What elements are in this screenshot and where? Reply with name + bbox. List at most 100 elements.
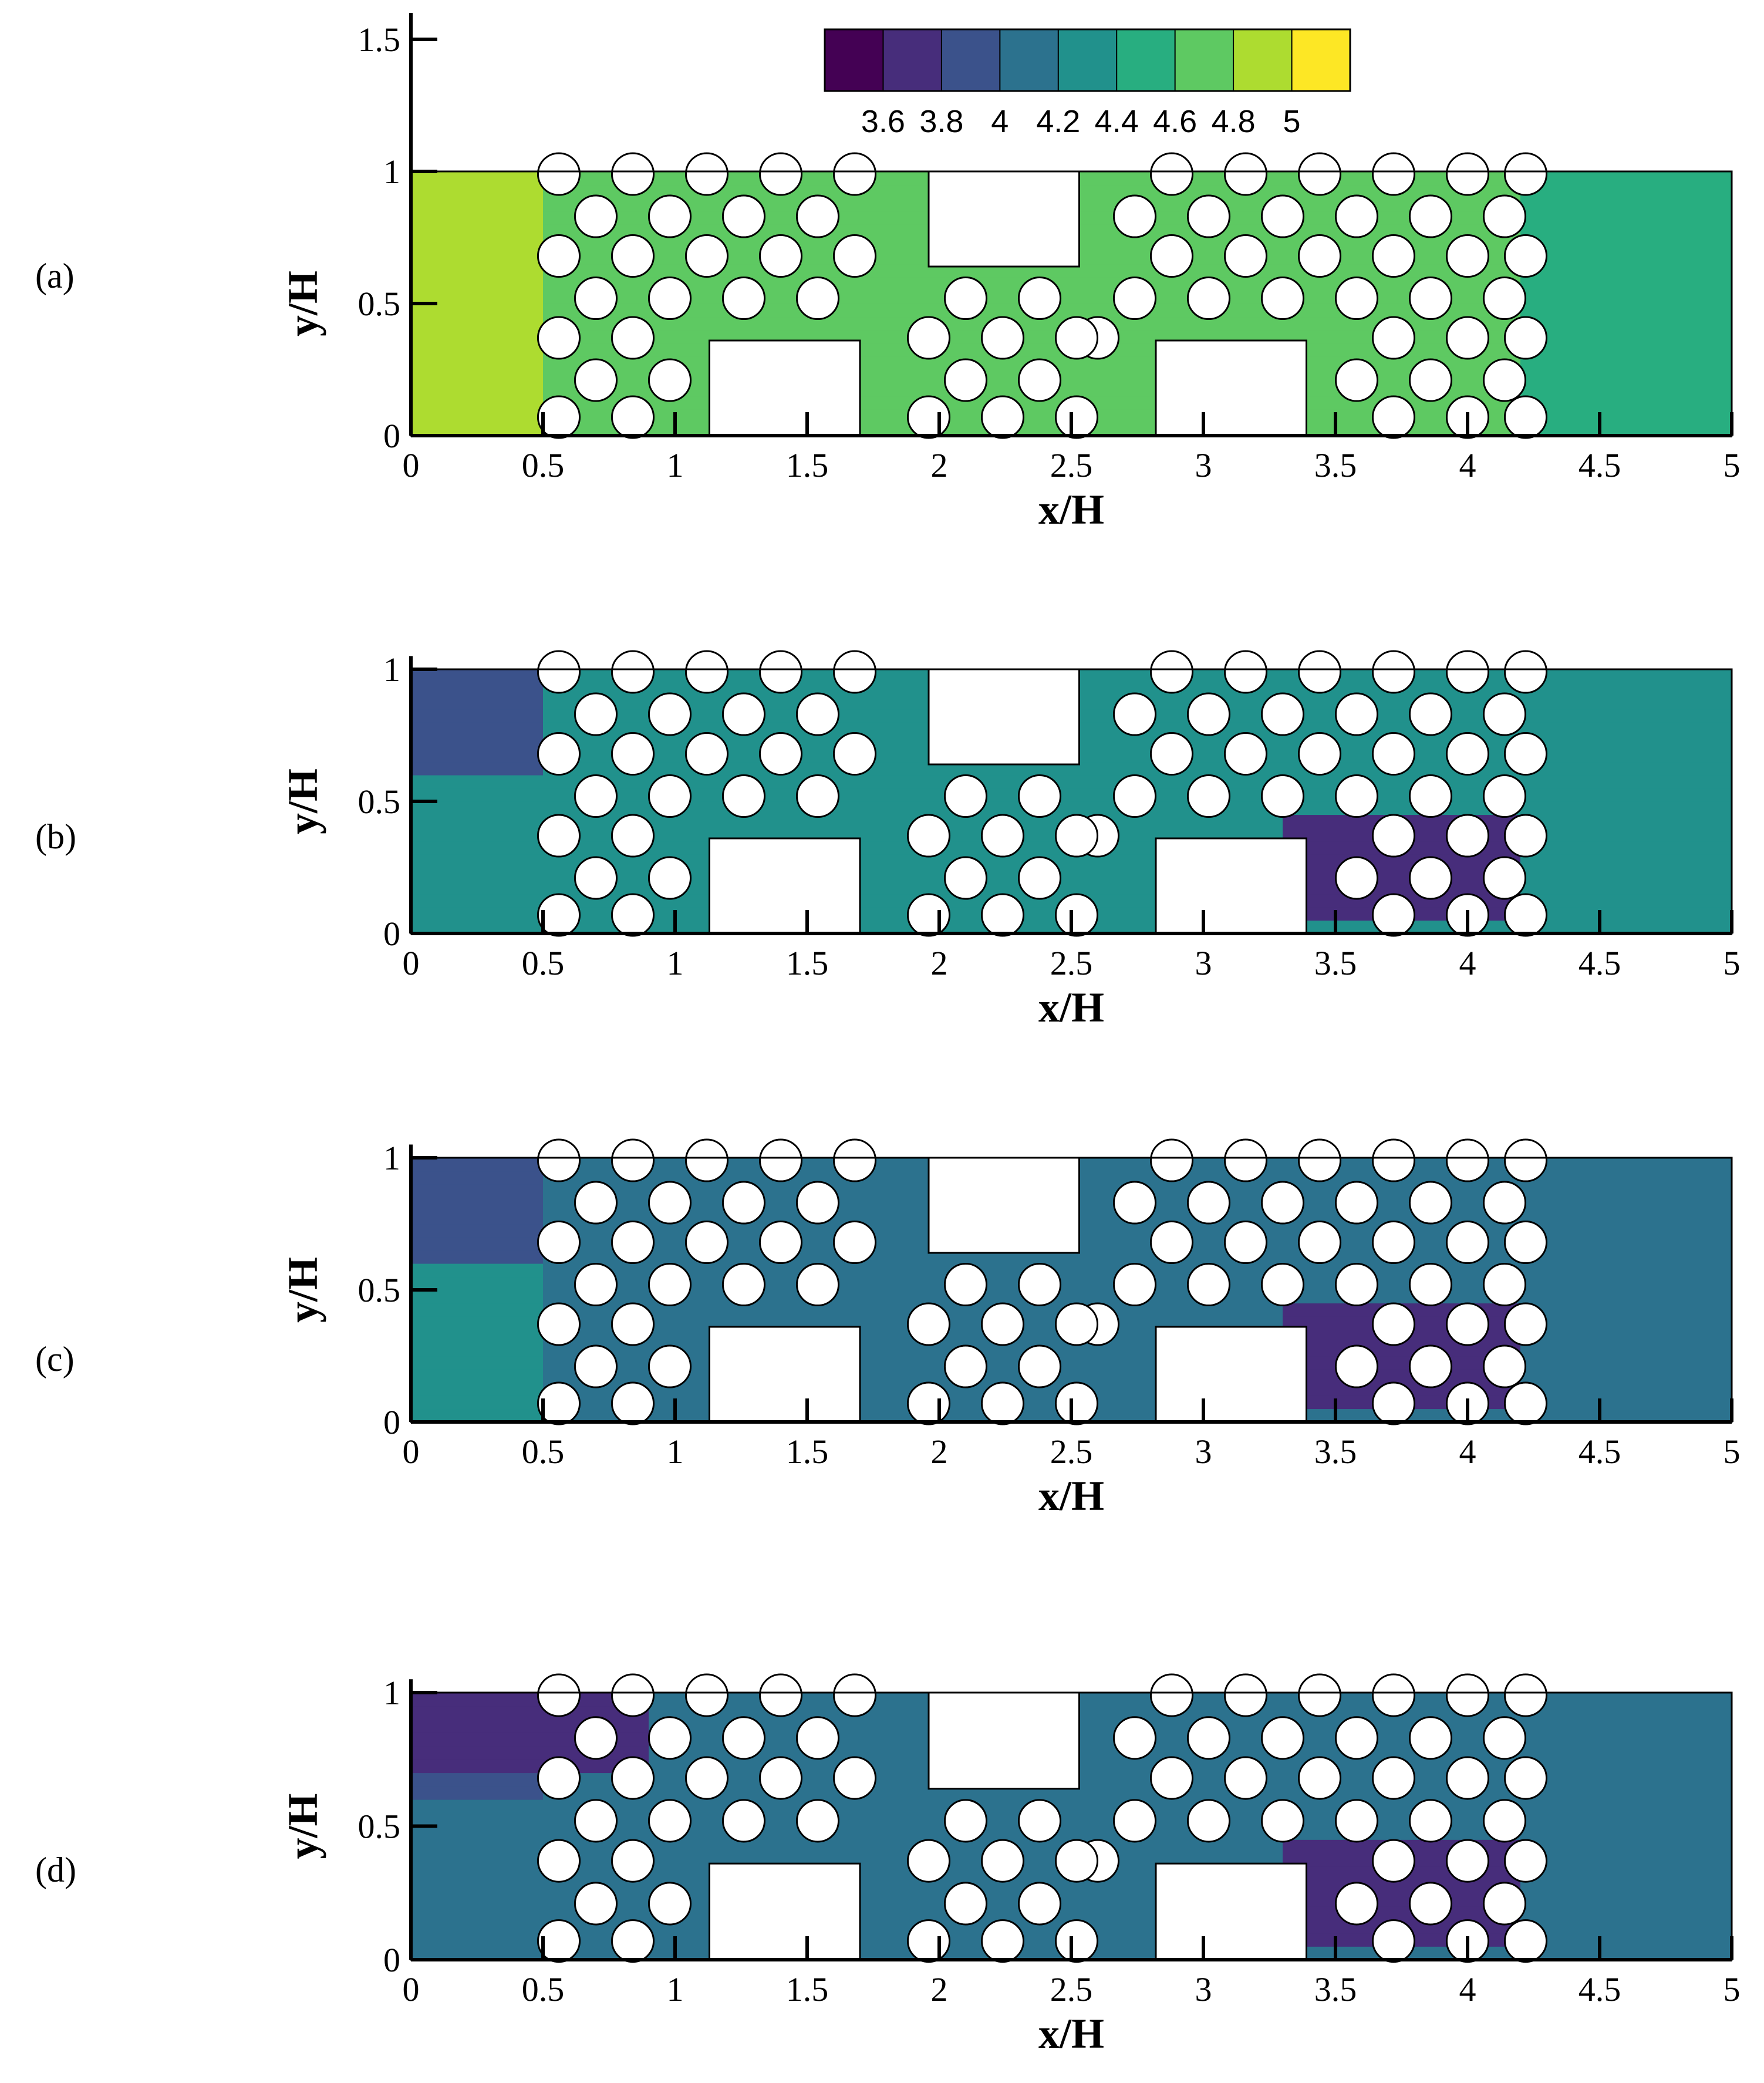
contour-cell [1071, 881, 1098, 895]
contour-cell [517, 775, 544, 789]
contour-cell [464, 330, 491, 344]
contour-cell [1547, 722, 1574, 736]
contour-cell [1309, 316, 1336, 331]
contour-cell [1388, 198, 1415, 212]
contour-cell [860, 1719, 887, 1733]
contour-cell [437, 264, 464, 278]
circular-obstacle [980, 316, 1025, 360]
contour-cell [1151, 775, 1178, 789]
contour-cell [1652, 814, 1679, 828]
contour-cell [411, 709, 438, 723]
contour-cell [622, 854, 649, 868]
contour-cell [1573, 669, 1600, 683]
contour-cell [437, 1290, 464, 1304]
contour-cell [807, 1759, 834, 1774]
circular-obstacle [795, 1799, 840, 1843]
contour-cell [1283, 316, 1310, 331]
contour-cell [1573, 1396, 1600, 1410]
contour-cell [543, 1719, 570, 1733]
contour-cell [490, 775, 517, 789]
contour-cell [1309, 788, 1336, 802]
contour-cell [437, 1184, 464, 1198]
contour-cell [1309, 1839, 1336, 1853]
circular-obstacle [832, 1756, 877, 1800]
contour-cell [1573, 722, 1600, 736]
circular-obstacle [980, 814, 1025, 858]
contour-cell [464, 277, 491, 291]
contour-cell [1018, 1329, 1045, 1343]
contour-cell [464, 1853, 491, 1867]
contour-cell [886, 1184, 913, 1198]
contour-cell [675, 841, 702, 855]
contour-cell [1335, 316, 1362, 331]
contour-cell [860, 1746, 887, 1760]
contour-cell [1547, 1839, 1574, 1853]
circular-obstacle [574, 194, 618, 238]
contour-cell [437, 682, 464, 696]
contour-cell [1098, 1786, 1125, 1800]
circular-obstacle [1334, 1344, 1379, 1388]
contour-cell [1652, 422, 1679, 436]
contour-cell [1600, 1184, 1627, 1198]
contour-cell [1256, 1171, 1283, 1185]
circular-obstacle [1223, 1756, 1268, 1800]
y-tick-label: 0 [383, 1403, 400, 1441]
contour-cell [1309, 867, 1336, 881]
contour-cell [1600, 290, 1627, 304]
contour-cell [543, 1343, 570, 1357]
contour-cell [490, 1211, 517, 1225]
contour-cell [1309, 1276, 1336, 1290]
contour-cell [517, 304, 544, 318]
contour-cell [1098, 1171, 1125, 1185]
contour-cell [1679, 422, 1706, 436]
contour-cell [1203, 1158, 1230, 1172]
contour-cell [860, 330, 887, 344]
contour-cell [1573, 1853, 1600, 1867]
contour-cell [1018, 316, 1045, 331]
contour-cell [886, 422, 913, 436]
colorbar-tick-label: 3.8 [919, 104, 963, 139]
circular-obstacle [1054, 1381, 1099, 1425]
contour-cell [1230, 1812, 1257, 1827]
contour-cell [860, 1826, 887, 1840]
contour-cell [464, 422, 491, 436]
contour-cell [860, 1408, 887, 1423]
contour-cell [1309, 1946, 1336, 1960]
contour-cell [490, 894, 517, 908]
contour-cell [701, 814, 728, 828]
contour-cell [1071, 801, 1098, 815]
contour-cell [1151, 1799, 1178, 1814]
contour-cell [1520, 854, 1547, 868]
contour-cell [1600, 264, 1627, 278]
circular-obstacle [943, 1344, 988, 1388]
contour-cell [1679, 251, 1706, 265]
circular-obstacle [795, 194, 840, 238]
contour-cell [1098, 761, 1125, 776]
contour-cell [1626, 1197, 1653, 1211]
contour-cell [1626, 1759, 1653, 1774]
contour-cell [886, 682, 913, 696]
contour-cell [1652, 1197, 1679, 1211]
contour-cell [1230, 1733, 1257, 1747]
contour-cell [517, 1396, 544, 1410]
contour-cell [886, 761, 913, 776]
y-tick-label: 1.5 [358, 21, 401, 59]
contour-cell [1547, 814, 1574, 828]
contour-cell [464, 198, 491, 212]
contour-cell [1652, 1893, 1679, 1907]
contour-cell [1071, 1369, 1098, 1383]
contour-cell [490, 1356, 517, 1370]
contour-cell [411, 1719, 438, 1733]
contour-cell [464, 709, 491, 723]
circular-obstacle [1482, 774, 1527, 818]
contour-cell [490, 788, 517, 802]
contour-cell [1652, 1263, 1679, 1278]
circular-obstacle [537, 1673, 581, 1717]
contour-cell [1547, 1382, 1574, 1396]
contour-cell [543, 1879, 570, 1893]
contour-cell [1256, 1706, 1283, 1720]
contour-cell [1177, 1839, 1204, 1853]
contour-cell [728, 1706, 755, 1720]
contour-cell [517, 814, 544, 828]
x-tick-label: 0.5 [522, 446, 565, 484]
